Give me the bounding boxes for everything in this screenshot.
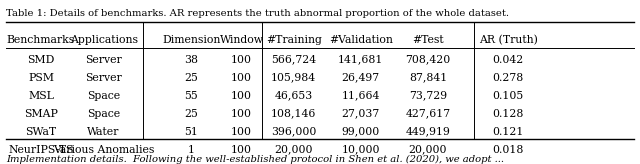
Text: SMD: SMD <box>28 55 54 65</box>
Text: 100: 100 <box>231 91 252 101</box>
Text: 25: 25 <box>184 73 198 83</box>
Text: #Training: #Training <box>266 35 321 45</box>
Text: 0.042: 0.042 <box>493 55 524 65</box>
Text: 25: 25 <box>184 109 198 119</box>
Text: Window: Window <box>220 35 264 45</box>
Text: Space: Space <box>87 109 120 119</box>
Text: 51: 51 <box>184 127 198 137</box>
Text: 396,000: 396,000 <box>271 127 316 137</box>
Text: 0.278: 0.278 <box>493 73 524 83</box>
Text: 46,653: 46,653 <box>275 91 313 101</box>
Text: SMAP: SMAP <box>24 109 58 119</box>
Text: #Validation: #Validation <box>329 35 393 45</box>
Text: 0.105: 0.105 <box>493 91 524 101</box>
Text: 1: 1 <box>188 145 195 155</box>
Text: 55: 55 <box>184 91 198 101</box>
Text: 38: 38 <box>184 55 198 65</box>
Text: 11,664: 11,664 <box>342 91 380 101</box>
Text: 26,497: 26,497 <box>342 73 380 83</box>
Text: 27,037: 27,037 <box>342 109 380 119</box>
Text: 100: 100 <box>231 127 252 137</box>
Text: Applications: Applications <box>70 35 138 45</box>
Text: 708,420: 708,420 <box>405 55 451 65</box>
Text: 20,000: 20,000 <box>275 145 313 155</box>
Text: 105,984: 105,984 <box>271 73 316 83</box>
Text: Water: Water <box>88 127 120 137</box>
Text: 0.121: 0.121 <box>492 127 524 137</box>
Text: 87,841: 87,841 <box>409 73 447 83</box>
Text: Various Anomalies: Various Anomalies <box>53 145 154 155</box>
Text: 10,000: 10,000 <box>342 145 380 155</box>
Text: NeurIPS-TS: NeurIPS-TS <box>8 145 74 155</box>
Text: PSM: PSM <box>28 73 54 83</box>
Text: 108,146: 108,146 <box>271 109 316 119</box>
Text: 427,617: 427,617 <box>405 109 451 119</box>
Text: 100: 100 <box>231 109 252 119</box>
Text: 566,724: 566,724 <box>271 55 316 65</box>
Text: #Test: #Test <box>412 35 444 45</box>
Text: MSL: MSL <box>28 91 54 101</box>
Text: SWaT: SWaT <box>26 127 56 137</box>
Text: 449,919: 449,919 <box>406 127 451 137</box>
Text: 20,000: 20,000 <box>408 145 447 155</box>
Text: 141,681: 141,681 <box>338 55 383 65</box>
Text: 99,000: 99,000 <box>342 127 380 137</box>
Text: 100: 100 <box>231 145 252 155</box>
Text: Table 1: Details of benchmarks. AR represents the truth abnormal proportion of t: Table 1: Details of benchmarks. AR repre… <box>6 9 509 18</box>
Text: 0.128: 0.128 <box>492 109 524 119</box>
Text: Benchmarks: Benchmarks <box>7 35 75 45</box>
Text: 0.018: 0.018 <box>492 145 524 155</box>
Text: Dimension: Dimension <box>162 35 221 45</box>
Text: AR (Truth): AR (Truth) <box>479 35 538 46</box>
Text: Server: Server <box>85 73 122 83</box>
Text: 73,729: 73,729 <box>409 91 447 101</box>
Text: Implementation details.  Following the well-established protocol in Shen et al. : Implementation details. Following the we… <box>6 155 504 164</box>
Text: 100: 100 <box>231 55 252 65</box>
Text: Server: Server <box>85 55 122 65</box>
Text: 100: 100 <box>231 73 252 83</box>
Text: Space: Space <box>87 91 120 101</box>
